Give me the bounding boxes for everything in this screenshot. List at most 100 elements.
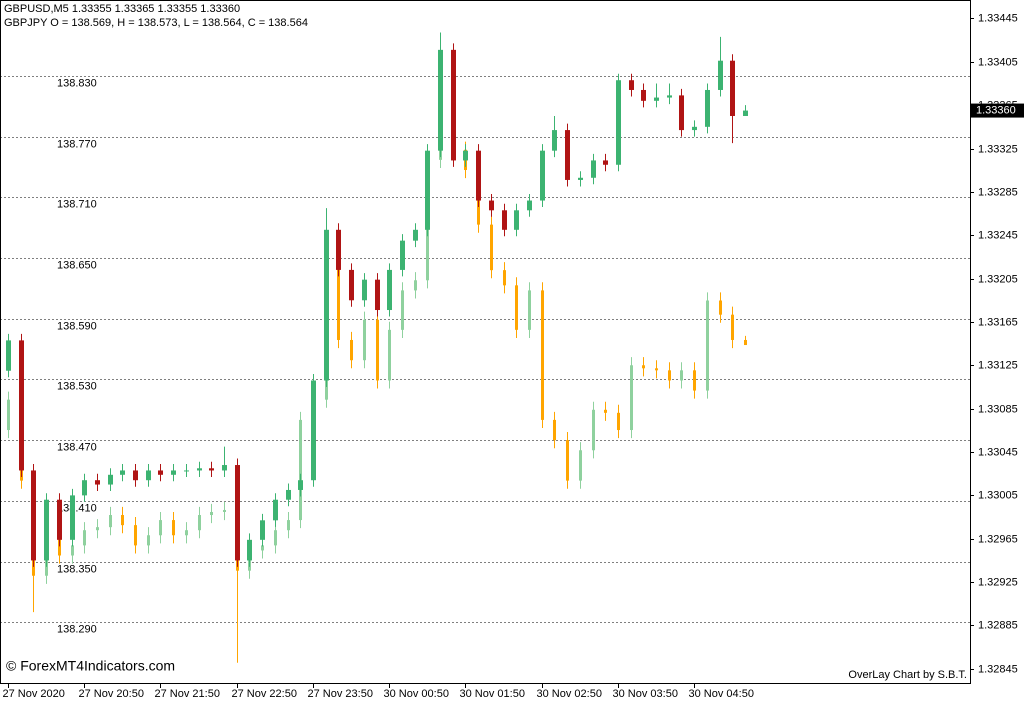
candle-body [731,314,734,340]
candle-body [274,530,277,546]
y-tick-label: 1.32885 [978,619,1018,631]
candle-body [541,290,544,420]
candle-body [629,80,634,90]
y-tick-label: 1.33285 [978,186,1018,198]
x-tick-label: 27 Nov 23:50 [308,688,373,700]
candle-body [260,520,265,540]
candle-body [413,229,418,241]
candle-body [630,365,633,431]
candle-body [337,260,340,340]
candle-body [744,339,747,346]
candle-body [209,468,214,471]
candle-body [528,290,531,330]
candle-body [121,515,124,526]
candle-body [490,224,493,271]
candle-body [6,340,11,371]
y2-tick-label: 138.590 [57,320,97,332]
candle-body [172,520,175,536]
candle-body [324,229,329,381]
candle-body [730,60,735,116]
y-tick-label: 1.32845 [978,663,1018,675]
candle-body [503,270,506,286]
y2-tick-label: 138.290 [57,623,97,635]
candle-body [540,150,545,201]
candle-body [591,160,596,178]
y2-tick-label: 138.350 [57,563,97,575]
candle-body [401,290,404,330]
price-label-box [971,103,1024,118]
candle-body [210,511,213,516]
candle-body [425,150,430,230]
x-tick-label: 30 Nov 04:50 [689,688,754,700]
x-tick-label: 30 Nov 02:50 [537,688,602,700]
candle-body [667,95,672,98]
candle-body [641,89,646,101]
candle-body [235,465,240,561]
candle-body [642,365,645,369]
candle-body [70,495,75,540]
watermark: © ForexMT4Indicators.com [6,658,175,674]
candle-body [376,319,379,381]
candle-body [566,440,569,481]
x-tick-label: 27 Nov 21:50 [155,688,220,700]
candle-body [414,280,417,291]
candle-body [299,419,302,521]
candle-body [654,97,659,101]
y2-tick-label: 138.410 [57,502,97,514]
candle-body [362,279,367,301]
candle-body [261,545,264,551]
x-tick-label: 30 Nov 00:50 [384,688,449,700]
candle-body [616,80,621,165]
candle-body [451,49,456,161]
candle-body [388,329,391,381]
candle-body [223,509,226,512]
x-tick-label: 30 Nov 01:50 [460,688,525,700]
candle-body [463,150,468,161]
candle-body [83,530,86,546]
candle-body [31,470,36,561]
candle-body [705,89,710,127]
x-tick-label: 27 Nov 22:50 [232,688,297,700]
candle-body [502,210,507,230]
candle-body [706,300,709,391]
candle-body [387,269,392,311]
candle-body [19,340,24,471]
candle-body [287,520,290,531]
candle-body [57,499,62,540]
candle-body [311,380,316,481]
candle-body [198,515,201,531]
candle-body [147,535,150,546]
candle-body [146,470,151,481]
candle-body [438,49,443,151]
y-tick-label: 1.32925 [978,576,1018,588]
candle-body [109,515,112,528]
y-tick-label: 1.33245 [978,229,1018,241]
candle-body [95,480,100,485]
candle-body [719,300,722,315]
candle-body [349,269,354,301]
candle-body [108,474,113,485]
y-tick-label: 1.33325 [978,143,1018,155]
y-tick-label: 1.32965 [978,533,1018,545]
candle-body [184,470,189,472]
candle-body [489,200,494,211]
x-tick-label: 30 Nov 03:50 [613,688,678,700]
candle-body [592,409,595,451]
candle-body [158,470,163,475]
candle-body [603,160,608,165]
y2-tick-label: 138.770 [57,138,97,150]
candle-body [578,177,583,180]
candle-body [7,399,10,431]
price-label: 1.33360 [976,104,1016,116]
candle-body [134,525,137,546]
header-line: GBPUSD,M5 1.33355 1.33365 1.33355 1.3336… [4,3,240,15]
candle-body [159,520,162,536]
plot-frame [0,0,971,684]
credit: OverLay Chart by S.B.T. [848,669,967,681]
candle-body [247,539,252,561]
candle-body [579,450,582,481]
candle-body [44,499,49,561]
candle-body [680,370,683,381]
